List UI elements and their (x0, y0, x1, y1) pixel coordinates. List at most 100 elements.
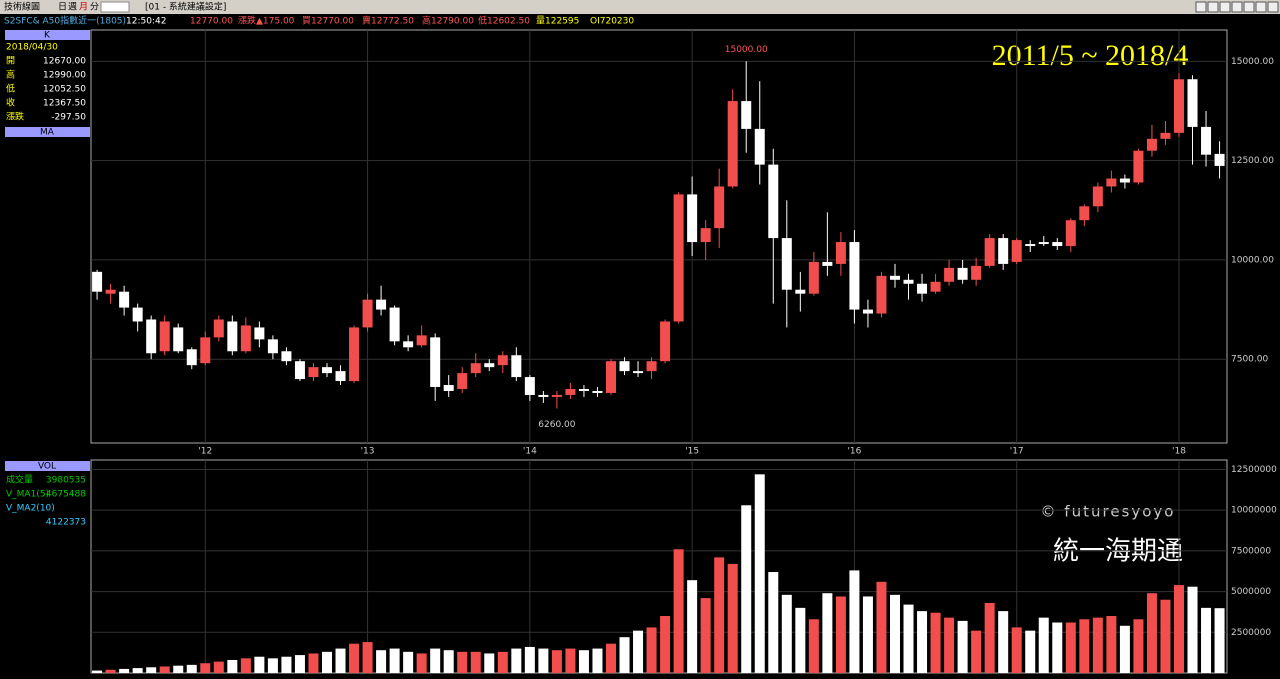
volume-bar (1214, 608, 1225, 673)
candle-body (403, 341, 414, 348)
x-tick-label: '12 (198, 447, 212, 457)
candle-body (660, 321, 671, 362)
period-note: 2011/5 ~ 2018/4 (992, 39, 1189, 72)
candle-body (200, 337, 211, 364)
volume-bar (362, 642, 373, 673)
candle-body (92, 271, 103, 292)
candle-body (1092, 186, 1103, 207)
candle-body (457, 373, 468, 389)
tab[interactable]: 週 (68, 2, 77, 13)
candle-body (1119, 178, 1130, 183)
low: 低12602.50 (478, 15, 530, 27)
candle-body (551, 394, 562, 397)
candle-body (822, 261, 833, 266)
button[interactable] (1195, 1, 1207, 13)
candle-body (917, 283, 928, 294)
y-tick-label: 10000000 (1231, 506, 1277, 516)
button[interactable] (1219, 1, 1231, 13)
volume-bar (808, 619, 819, 673)
candle-body (781, 238, 792, 290)
candle-body (389, 307, 400, 342)
candle-body (416, 335, 427, 346)
vol-value: 3980535 (46, 476, 86, 486)
candle-body (1173, 79, 1184, 133)
volume-bar (267, 658, 278, 673)
candle-body (862, 309, 873, 314)
dropdown[interactable] (100, 1, 130, 13)
volume-bar (132, 668, 143, 673)
candle-body (1133, 150, 1144, 183)
tab[interactable]: 月 (79, 2, 88, 13)
volume-bar (308, 653, 319, 673)
button[interactable] (1267, 1, 1279, 13)
volume-bar (159, 666, 170, 673)
candle-body (443, 385, 454, 391)
volume-bar (578, 650, 589, 673)
candle-body (227, 321, 238, 352)
tab[interactable]: 日 (58, 2, 67, 13)
volume-bar (1079, 619, 1090, 673)
high: 高12790.00 (422, 15, 474, 27)
volume-bar (633, 630, 644, 673)
y-tick-label: 10000.00 (1231, 255, 1274, 265)
volume-bar (795, 607, 806, 673)
panel-label: K (44, 31, 51, 41)
volume-bar (944, 617, 955, 673)
button[interactable] (1207, 1, 1219, 13)
volume-bar (227, 659, 238, 673)
info-value: 12367.50 (43, 99, 86, 109)
candle-body (889, 275, 900, 280)
volume-bar (754, 474, 765, 673)
y-tick-label: 15000.00 (1231, 57, 1274, 67)
volume-bar (443, 650, 454, 673)
candle-body (119, 291, 130, 308)
candle-body (186, 349, 197, 366)
volume-bar (1038, 617, 1049, 673)
ask: 賣12772.50 (362, 15, 414, 27)
volume-bar (687, 580, 698, 673)
volume-bar (1092, 617, 1103, 673)
candle-body (1106, 178, 1117, 187)
button[interactable] (1231, 1, 1243, 13)
time: 12:50:42 (126, 17, 166, 27)
candle-body (903, 279, 914, 284)
candle-body (687, 194, 698, 243)
button[interactable] (1243, 1, 1255, 13)
candle-body (795, 289, 806, 294)
candle-body (484, 363, 495, 368)
candle-body (849, 242, 860, 310)
candle-body (321, 367, 332, 374)
panel-header (5, 461, 90, 471)
window-buttons[interactable] (1195, 1, 1279, 13)
period-tabs[interactable]: 日 週 月 分 (58, 2, 99, 13)
setting[interactable]: [01 - 系統建議設定] (145, 1, 226, 13)
candle-body (741, 101, 752, 129)
volume-bar (835, 596, 846, 673)
volume-bar (173, 665, 184, 673)
candle-body (1187, 79, 1198, 127)
volume-bar (511, 648, 522, 673)
volume-bar (646, 627, 657, 673)
candle-body (267, 339, 278, 354)
volume-bar (484, 653, 495, 673)
vol-value: 4675488 (46, 490, 86, 500)
brand: 統一海期通 (1053, 537, 1183, 567)
change: 漲跌▲175.00 (238, 16, 295, 27)
info-rows: 開 12670.00 高 12990.00 低 12052.50 收 12367.50 漲跌 -2… (6, 56, 86, 123)
button[interactable] (1255, 1, 1267, 13)
candle-body (470, 363, 481, 374)
volume-bar (200, 663, 211, 673)
candle-body (146, 319, 157, 354)
volume-bar (254, 656, 265, 673)
volume-bar (186, 664, 197, 673)
tab[interactable]: 分 (90, 2, 99, 13)
max-label: 15000.00 (725, 45, 768, 55)
x-tick-label: '15 (685, 447, 699, 457)
volume-bar (119, 668, 130, 673)
volume-bar (281, 656, 292, 673)
candle-body (1038, 242, 1049, 245)
volume-bar (1160, 599, 1171, 673)
info-label: 低 (6, 83, 15, 95)
y-tick-label: 12500.00 (1231, 156, 1274, 166)
price-frame (90, 29, 1228, 444)
